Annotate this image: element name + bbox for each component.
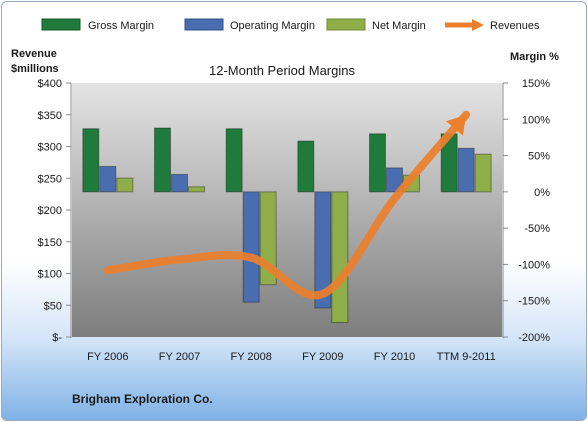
left-axis-tick-label: $150 <box>38 237 62 249</box>
x-axis-tick-label: FY 2007 <box>159 351 200 363</box>
bar-operating-margin <box>171 173 188 193</box>
left-axis-tick-label: $100 <box>38 269 62 281</box>
bar-gross-margin <box>297 140 315 193</box>
revenues-arrowhead <box>446 114 467 136</box>
bar-operating-margin <box>386 167 403 193</box>
legend-gross-margin-swatch <box>41 18 81 31</box>
bar-gross-margin <box>154 127 171 193</box>
bar-operating-margin <box>457 147 475 193</box>
bar-gross-margin <box>369 133 386 193</box>
company-name: Brigham Exploration Co. <box>72 392 213 406</box>
bar-net-margin <box>331 191 349 323</box>
legend-operating-margin-swatch <box>184 18 224 31</box>
legend-net-margin-label: Net Margin <box>372 20 426 32</box>
bar-gross-margin <box>225 128 243 193</box>
left-axis-title-line1: Revenue <box>11 48 57 60</box>
left-axis-tick-label: $400 <box>38 78 62 90</box>
bar-net-margin <box>188 186 205 193</box>
bar-operating-margin <box>99 165 117 193</box>
bar-gross-margin <box>82 128 100 193</box>
legend-operating-margin-label: Operating Margin <box>230 20 315 32</box>
left-axis-tick-label: $50 <box>44 300 62 312</box>
bar-net-margin <box>116 177 134 193</box>
legend: Gross Margin Operating Margin Net Margin… <box>41 18 540 32</box>
plot-area <box>72 83 502 337</box>
x-axis-tick-label: TTM 9-2011 <box>437 351 496 363</box>
revenues-line <box>103 110 471 300</box>
revenues-series <box>103 110 471 300</box>
x-axis-tick-label: FY 2008 <box>230 351 271 363</box>
bar-operating-margin <box>314 191 332 309</box>
x-axis-tick-label: FY 2006 <box>87 351 128 363</box>
left-axis-tick-label: $300 <box>38 142 62 154</box>
right-axis-tick-label: -100% <box>518 259 550 271</box>
left-axis-tick-label: $200 <box>38 205 62 217</box>
left-axis-tick-label: $350 <box>38 110 62 122</box>
right-axis-title: Margin % <box>510 51 559 63</box>
right-axis-ticks: -200% -150% -100% -50% 0% 50% 100% 150% <box>503 78 550 344</box>
legend-revenues-arrow <box>472 19 484 31</box>
right-axis-tick-label: 150% <box>522 78 550 90</box>
chart-title: 12-Month Period Margins <box>209 63 355 78</box>
right-axis-tick-label: 0% <box>534 187 550 199</box>
x-axis-ticks: FY 2006 FY 2007 FY 2008 FY 2009 FY 2010 TTM 9… <box>87 351 496 363</box>
legend-net-margin-swatch <box>326 18 366 31</box>
x-axis-tick-label: FY 2009 <box>302 351 343 363</box>
left-axis-tick-label: $250 <box>38 173 62 185</box>
legend-gross-margin-label: Gross Margin <box>88 20 154 32</box>
right-axis-tick-label: 100% <box>522 114 550 126</box>
x-axis-tick-label: FY 2010 <box>374 351 415 363</box>
left-axis-ticks: $- $50 $100 $150 $200 $250 $300 $350 $400 <box>38 78 71 344</box>
bar-net-margin <box>474 153 492 193</box>
right-axis-tick-label: 50% <box>528 151 550 163</box>
left-axis-tick-label: $- <box>52 332 62 344</box>
right-axis-tick-label: -150% <box>518 296 550 308</box>
right-axis-tick-label: -200% <box>518 332 550 344</box>
legend-revenues-label: Revenues <box>490 20 540 32</box>
left-axis-title-line2: $millions <box>11 63 59 75</box>
bar-operating-margin <box>242 191 260 303</box>
right-axis-tick-label: -50% <box>524 223 550 235</box>
